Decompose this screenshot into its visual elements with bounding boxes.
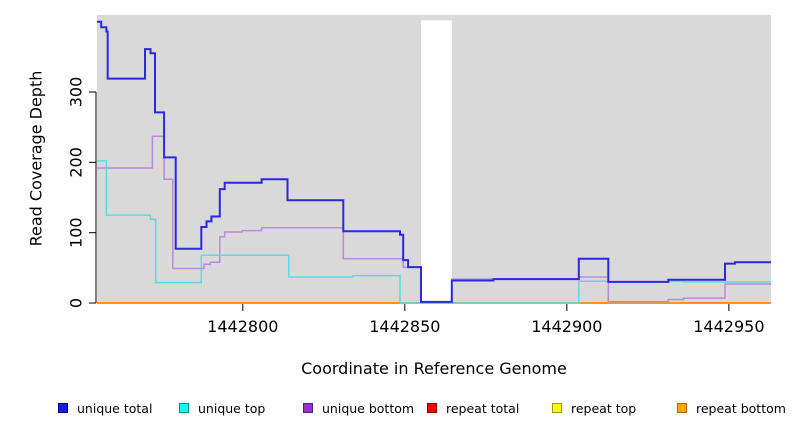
legend-item-repeat-bottom: repeat bottom <box>677 396 786 420</box>
y-tick-label: 200 <box>67 147 86 178</box>
y-axis-title: Read Coverage Depth <box>26 70 46 247</box>
unique-total-swatch-icon <box>58 403 68 413</box>
repeat-total-swatch-icon <box>427 403 437 413</box>
repeat-top-swatch-icon <box>552 403 562 413</box>
y-tick-label: 100 <box>67 217 86 248</box>
unique-bottom-swatch-icon <box>303 403 313 413</box>
legend-item-unique-total: unique total <box>58 396 152 420</box>
repeat-bottom-swatch-icon <box>677 403 687 413</box>
legend-item-repeat-top: repeat top <box>552 396 636 420</box>
legend-label: unique total <box>77 400 153 416</box>
series-unique-bottom <box>97 135 771 304</box>
masked-region <box>421 20 452 304</box>
legend-item-repeat-total: repeat total <box>427 396 519 420</box>
x-tick-label: 1442900 <box>531 317 602 336</box>
legend-label: repeat total <box>446 400 520 416</box>
legend-item-unique-top: unique top <box>179 396 265 420</box>
legend-item-unique-bottom: unique bottom <box>303 396 414 420</box>
legend-label: repeat bottom <box>696 400 786 416</box>
x-tick-label: 1442800 <box>207 317 278 336</box>
series-unique-total <box>97 20 771 303</box>
legend-label: unique bottom <box>322 400 415 416</box>
x-axis-title: Coordinate in Reference Genome <box>301 359 567 378</box>
chart-legend: unique total unique top unique bottom re… <box>0 396 792 420</box>
y-tick-label: 300 <box>67 77 86 108</box>
y-tick-label: 0 <box>67 298 86 308</box>
x-tick-label: 1442950 <box>693 317 764 336</box>
legend-label: unique top <box>198 400 266 416</box>
x-tick-label: 1442850 <box>369 317 440 336</box>
unique-top-swatch-icon <box>179 403 189 413</box>
legend-label: repeat top <box>571 400 637 416</box>
